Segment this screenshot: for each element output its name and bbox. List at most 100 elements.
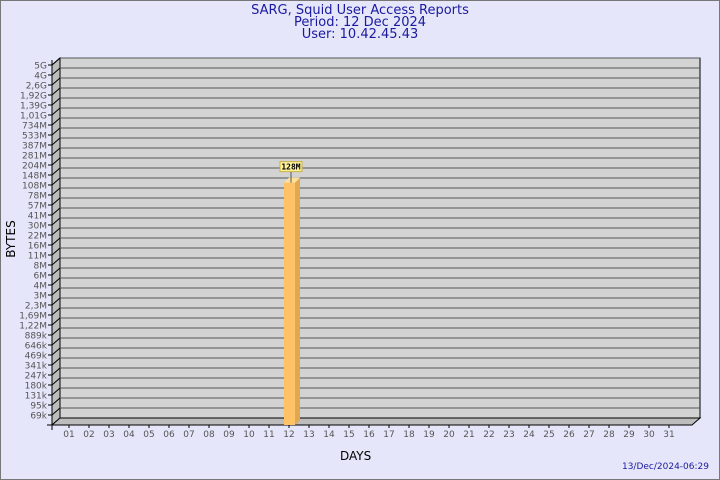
gridline-diagonal — [51, 277, 61, 286]
gridline-diagonal — [51, 407, 61, 416]
y-tick-label: 131k — [25, 392, 48, 402]
gridline-diagonal — [51, 217, 61, 226]
x-tick-label: 22 — [483, 430, 494, 440]
gridline-diagonal — [51, 157, 61, 166]
x-tick-label: 12 — [283, 430, 294, 440]
x-tick-label: 06 — [163, 430, 175, 440]
x-tick-label: 16 — [363, 430, 375, 440]
y-tick-label: 11M — [28, 252, 47, 262]
x-tick-label: 29 — [623, 430, 635, 440]
x-tick-label: 15 — [343, 430, 354, 440]
y-tick-label: 6M — [34, 272, 48, 282]
floor — [50, 417, 702, 426]
y-tick-label: 1,01G — [20, 112, 47, 122]
gridline-diagonal — [51, 147, 61, 156]
y-tick-label: 1,92G — [20, 92, 47, 102]
gridline-diagonal — [51, 87, 61, 96]
y-tick-label: 4M — [34, 282, 48, 292]
timestamp: 13/Dec/2024-06:29 — [621, 462, 709, 472]
y-tick-label: 247k — [25, 372, 48, 382]
gridline-diagonal — [51, 127, 61, 136]
gridline-diagonal — [51, 57, 61, 66]
x-tick-label: 07 — [183, 430, 194, 440]
y-tick-label: 1,39G — [20, 102, 47, 112]
x-tick-label: 02 — [83, 430, 94, 440]
y-tick-label: 57M — [28, 202, 47, 212]
gridline-diagonal — [51, 177, 61, 186]
x-tick-label: 19 — [423, 430, 435, 440]
x-tick-label: 25 — [543, 430, 554, 440]
y-tick-label: 3M — [34, 292, 48, 302]
gridline-diagonal — [51, 377, 61, 386]
y-tick-label: 30M — [28, 222, 47, 232]
x-tick-label: 18 — [403, 430, 415, 440]
y-tick-label: 16M — [28, 242, 47, 252]
data-label: 128M — [281, 163, 300, 172]
x-tick-label: 24 — [523, 430, 535, 440]
x-tick-label: 17 — [383, 430, 394, 440]
y-tick-label: 533M — [22, 132, 47, 142]
gridline-diagonal — [51, 117, 61, 126]
gridline-diagonal — [51, 247, 61, 256]
gridline-diagonal — [51, 97, 61, 106]
gridline-diagonal — [51, 237, 61, 246]
x-tick-label: 20 — [443, 430, 455, 440]
gridline-diagonal — [51, 367, 61, 376]
y-tick-label: 148M — [22, 172, 47, 182]
gridline-diagonal — [51, 327, 61, 336]
gridline-diagonal — [51, 227, 61, 236]
x-tick-label: 03 — [103, 430, 114, 440]
gridline-diagonal — [51, 337, 61, 346]
x-tick-label: 04 — [123, 430, 135, 440]
y-tick-label: 734M — [22, 122, 47, 132]
bar-top-day-12 — [284, 177, 300, 183]
y-tick-label: 469k — [25, 352, 48, 362]
bar-side-day-12 — [295, 177, 300, 425]
x-tick-label: 28 — [603, 430, 615, 440]
gridline-diagonal — [51, 257, 61, 266]
x-tick-label: 09 — [223, 430, 235, 440]
x-tick-label: 08 — [203, 430, 215, 440]
x-tick-label: 27 — [583, 430, 594, 440]
x-tick-label: 10 — [243, 430, 255, 440]
y-tick-label: 95k — [30, 402, 47, 412]
x-tick-label: 13 — [303, 430, 314, 440]
y-tick-label: 4G — [34, 72, 47, 82]
y-tick-label: 22M — [28, 232, 47, 242]
x-tick-label: 21 — [463, 430, 474, 440]
gridline-diagonal — [51, 77, 61, 86]
chart-title: SARG, Squid User Access Reports — [251, 3, 469, 18]
gridline-diagonal — [51, 267, 61, 276]
gridline-diagonal — [51, 317, 61, 326]
x-tick-label: 31 — [663, 430, 674, 440]
gridline-diagonal — [51, 167, 61, 176]
x-tick-label: 11 — [263, 430, 274, 440]
x-tick-label: 26 — [563, 430, 575, 440]
y-tick-label: 889k — [25, 332, 48, 342]
gridline-diagonal — [51, 67, 61, 76]
y-tick-label: 281M — [22, 152, 47, 162]
x-tick-label: 23 — [503, 430, 514, 440]
gridline-diagonal — [51, 187, 61, 196]
y-tick-label: 1,69M — [19, 312, 47, 322]
chart-user: User: 10.42.45.43 — [301, 27, 419, 42]
y-tick-label: 204M — [22, 162, 47, 172]
y-tick-label: 2,3M — [25, 302, 47, 312]
y-tick-label: 2,6G — [26, 82, 47, 92]
y-axis-label: BYTES — [4, 220, 18, 258]
gridline-diagonal — [51, 307, 61, 316]
y-tick-label: 69k — [30, 412, 47, 422]
y-tick-label: 1,22M — [19, 322, 47, 332]
gridline-diagonal — [51, 107, 61, 116]
y-tick-label: 341k — [25, 362, 48, 372]
gridline-diagonal — [51, 207, 61, 216]
bar-day-12 — [284, 182, 295, 425]
y-tick-label: 41M — [28, 212, 47, 222]
gridline-diagonal — [51, 357, 61, 366]
gridline-diagonal — [51, 137, 61, 146]
gridline-diagonal — [51, 287, 61, 296]
x-tick-label: 30 — [643, 430, 655, 440]
y-tick-label: 5G — [34, 62, 47, 72]
x-tick-label: 05 — [143, 430, 154, 440]
